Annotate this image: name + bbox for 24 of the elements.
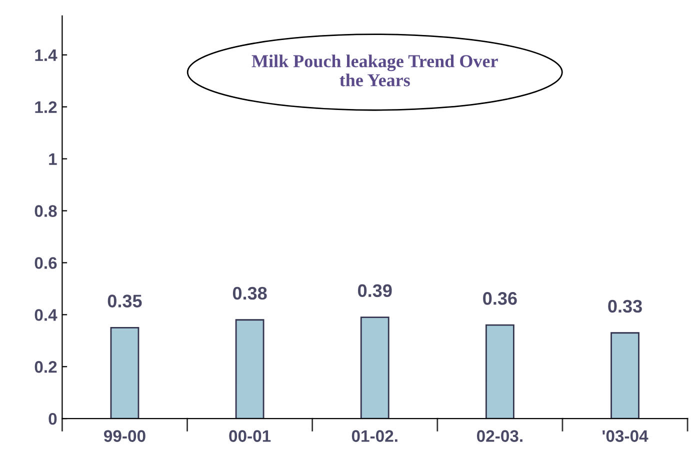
data-label: 0.38 (232, 286, 267, 300)
data-label: 0.39 (358, 284, 392, 298)
bar (485, 324, 514, 419)
y-tick-label: 1.4 (35, 49, 58, 61)
x-tick-label: 99-00 (104, 430, 146, 442)
bar (610, 332, 640, 419)
text: Milk Pouch leakage Trend Over the Years (252, 54, 498, 86)
x-tick-label: '03-04 (602, 430, 648, 442)
y-tick-label: 0.6 (34, 257, 57, 269)
y-tick-label: 0.8 (34, 205, 57, 217)
y-tick-label: 0.2 (34, 361, 57, 373)
bar (360, 316, 390, 419)
data-label: 0.36 (483, 292, 517, 305)
x-tick-label: 02-03. (476, 430, 522, 442)
bar (110, 326, 140, 419)
y-tick-label: 1 (49, 153, 57, 165)
y-tick-label: 0 (48, 413, 57, 425)
y-tick-label: 1.2 (35, 101, 57, 113)
bar (235, 319, 264, 419)
data-label: 0.35 (108, 294, 142, 308)
x-tick-label: 00-01 (229, 430, 271, 442)
y-tick-label: 0.4 (34, 309, 58, 321)
x-tick-label: 01-02. (352, 430, 398, 442)
data-label: 0.33 (608, 300, 642, 313)
